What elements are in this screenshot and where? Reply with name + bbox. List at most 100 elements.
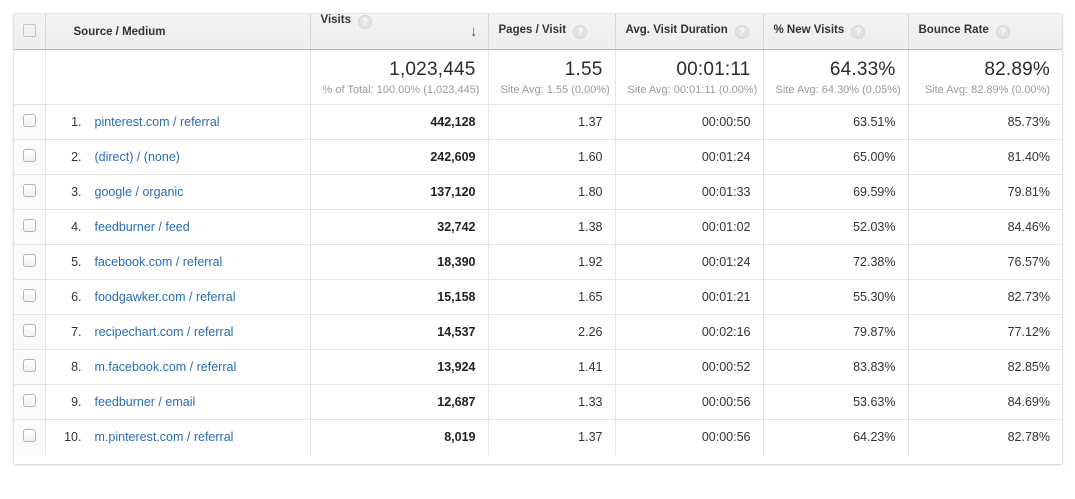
table-body: 1,023,445 % of Total: 100.00% (1,023,445…: [14, 49, 1062, 455]
visits-value: 13,924: [309, 349, 488, 385]
help-icon[interactable]: ?: [573, 25, 588, 39]
column-header-source-medium[interactable]: Source / Medium: [44, 14, 310, 50]
row-checkbox[interactable]: [22, 289, 36, 302]
pages-per-visit-value: 1.60: [487, 139, 615, 175]
table-row: 10. m.pinterest.com / referral 8,019 1.37…: [14, 419, 1062, 455]
row-index: 8.: [71, 360, 82, 374]
help-icon[interactable]: ?: [851, 25, 866, 39]
column-header-visits[interactable]: Visits? ↓: [309, 14, 488, 50]
sort-descending-icon[interactable]: ↓: [470, 23, 478, 40]
avg-visit-duration-value: 00:01:21: [614, 279, 763, 315]
row-index: 3.: [71, 185, 82, 199]
source-medium-link[interactable]: m.pinterest.com / referral: [94, 430, 234, 445]
bounce-rate-value: 85.73%: [907, 104, 1062, 140]
avg-visit-duration-value: 00:00:50: [614, 104, 763, 140]
row-checkbox-cell: [14, 279, 45, 315]
duration-total-note: Site Avg: 00:01:11 (0.00%): [627, 83, 758, 96]
row-index: 1.: [71, 115, 82, 129]
pages-per-visit-value: 2.26: [487, 314, 615, 350]
bounce-rate-value: 77.12%: [907, 314, 1062, 350]
visits-value: 8,019: [309, 419, 488, 455]
source-cell: 4. feedburner / feed: [44, 209, 310, 245]
source-medium-link[interactable]: feedburner / email: [94, 395, 196, 409]
help-icon[interactable]: ?: [995, 25, 1010, 39]
row-checkbox[interactable]: [22, 149, 36, 162]
row-index: 7.: [71, 325, 82, 339]
table-row: 4. feedburner / feed 32,742 1.38 00:01:02…: [14, 209, 1062, 245]
bounce-rate-value: 76.57%: [907, 244, 1062, 280]
table-row: 1. pinterest.com / referral 442,128 1.37 …: [14, 104, 1062, 140]
table-row: 9. feedburner / email 12,687 1.33 00:00:5…: [14, 384, 1062, 420]
summary-checkbox-cell: [14, 49, 45, 105]
column-header-bounce-rate[interactable]: Bounce Rate?: [907, 14, 1062, 50]
select-all-checkbox[interactable]: [22, 23, 36, 37]
bounce-rate-value: 82.73%: [907, 279, 1062, 315]
row-checkbox[interactable]: [22, 254, 36, 267]
visits-total-note: % of Total: 100.00% (1,023,445): [322, 83, 480, 96]
source-medium-link[interactable]: m.facebook.com / referral: [94, 360, 237, 374]
row-checkbox-cell: [14, 384, 45, 420]
row-checkbox[interactable]: [22, 324, 36, 337]
summary-row: 1,023,445 % of Total: 100.00% (1,023,445…: [14, 49, 1062, 105]
pages-per-visit-value: 1.37: [487, 419, 615, 455]
column-header-avg-visit-duration[interactable]: Avg. Visit Duration?: [614, 14, 763, 50]
visits-value: 12,687: [309, 384, 488, 420]
table-row: 2. (direct) / (none) 242,609 1.60 00:01:2…: [14, 139, 1062, 175]
table-row: 3. google / organic 137,120 1.80 00:01:33…: [14, 174, 1062, 210]
row-checkbox[interactable]: [22, 429, 36, 443]
visits-value: 442,128: [309, 104, 488, 140]
row-checkbox[interactable]: [22, 394, 36, 407]
new-visits-value: 53.63%: [762, 384, 908, 420]
row-checkbox[interactable]: [22, 114, 36, 127]
row-index: 6.: [71, 290, 82, 304]
summary-bounce-cell: 82.89% Site Avg: 82.89% (0.00%): [907, 49, 1062, 105]
source-cell: 10. m.pinterest.com / referral: [44, 419, 310, 455]
source-cell: 7. recipechart.com / referral: [44, 314, 310, 350]
source-medium-link[interactable]: (direct) / (none): [94, 150, 180, 164]
help-icon[interactable]: ?: [357, 15, 372, 29]
row-checkbox-cell: [14, 314, 45, 350]
source-medium-link[interactable]: recipechart.com / referral: [94, 325, 234, 339]
table-row: 6. foodgawker.com / referral 15,158 1.65 …: [14, 279, 1062, 315]
row-checkbox-cell: [14, 349, 45, 385]
table-row: 8. m.facebook.com / referral 13,924 1.41 …: [14, 349, 1062, 385]
pages-per-visit-value: 1.41: [487, 349, 615, 385]
pages-per-visit-value: 1.33: [487, 384, 615, 420]
source-cell: 1. pinterest.com / referral: [44, 104, 310, 140]
bounce-rate-value: 79.81%: [907, 174, 1062, 210]
visits-value: 15,158: [309, 279, 488, 315]
new-visits-value: 83.83%: [762, 349, 908, 385]
summary-duration-cell: 00:01:11 Site Avg: 00:01:11 (0.00%): [614, 49, 763, 105]
source-medium-link[interactable]: pinterest.com / referral: [94, 115, 220, 129]
row-checkbox[interactable]: [22, 184, 36, 197]
source-medium-link[interactable]: feedburner / feed: [94, 220, 190, 234]
row-index: 5.: [71, 255, 82, 269]
row-checkbox-cell: [14, 139, 45, 175]
source-cell: 9. feedburner / email: [44, 384, 310, 420]
avg-visit-duration-value: 00:01:24: [614, 244, 763, 280]
new-visits-value: 52.03%: [762, 209, 908, 245]
new-visits-value: 69.59%: [762, 174, 908, 210]
source-medium-link[interactable]: google / organic: [94, 185, 184, 199]
avg-visit-duration-value: 00:00:56: [614, 384, 763, 420]
row-checkbox[interactable]: [22, 359, 36, 372]
help-icon[interactable]: ?: [734, 25, 749, 39]
new-visits-value: 64.23%: [762, 419, 908, 455]
bounce-rate-value: 84.69%: [907, 384, 1062, 420]
column-label-bounce-rate: Bounce Rate: [918, 24, 989, 36]
pages-total: 1.55: [564, 58, 603, 80]
row-checkbox-cell: [14, 244, 45, 280]
new-visits-value: 55.30%: [762, 279, 908, 315]
visits-total: 1,023,445: [389, 58, 476, 80]
new-visits-value: 63.51%: [762, 104, 908, 140]
bounce-rate-value: 82.85%: [907, 349, 1062, 385]
source-medium-link[interactable]: facebook.com / referral: [94, 255, 223, 269]
source-cell: 8. m.facebook.com / referral: [44, 349, 310, 385]
column-header-pages-per-visit[interactable]: Pages / Visit?: [487, 14, 615, 50]
row-index: 4.: [71, 220, 82, 234]
column-header-new-visits[interactable]: % New Visits?: [762, 14, 908, 50]
visits-value: 242,609: [309, 139, 488, 175]
bounce-rate-value: 81.40%: [907, 139, 1062, 175]
row-checkbox[interactable]: [22, 219, 36, 232]
source-medium-link[interactable]: foodgawker.com / referral: [94, 290, 236, 304]
